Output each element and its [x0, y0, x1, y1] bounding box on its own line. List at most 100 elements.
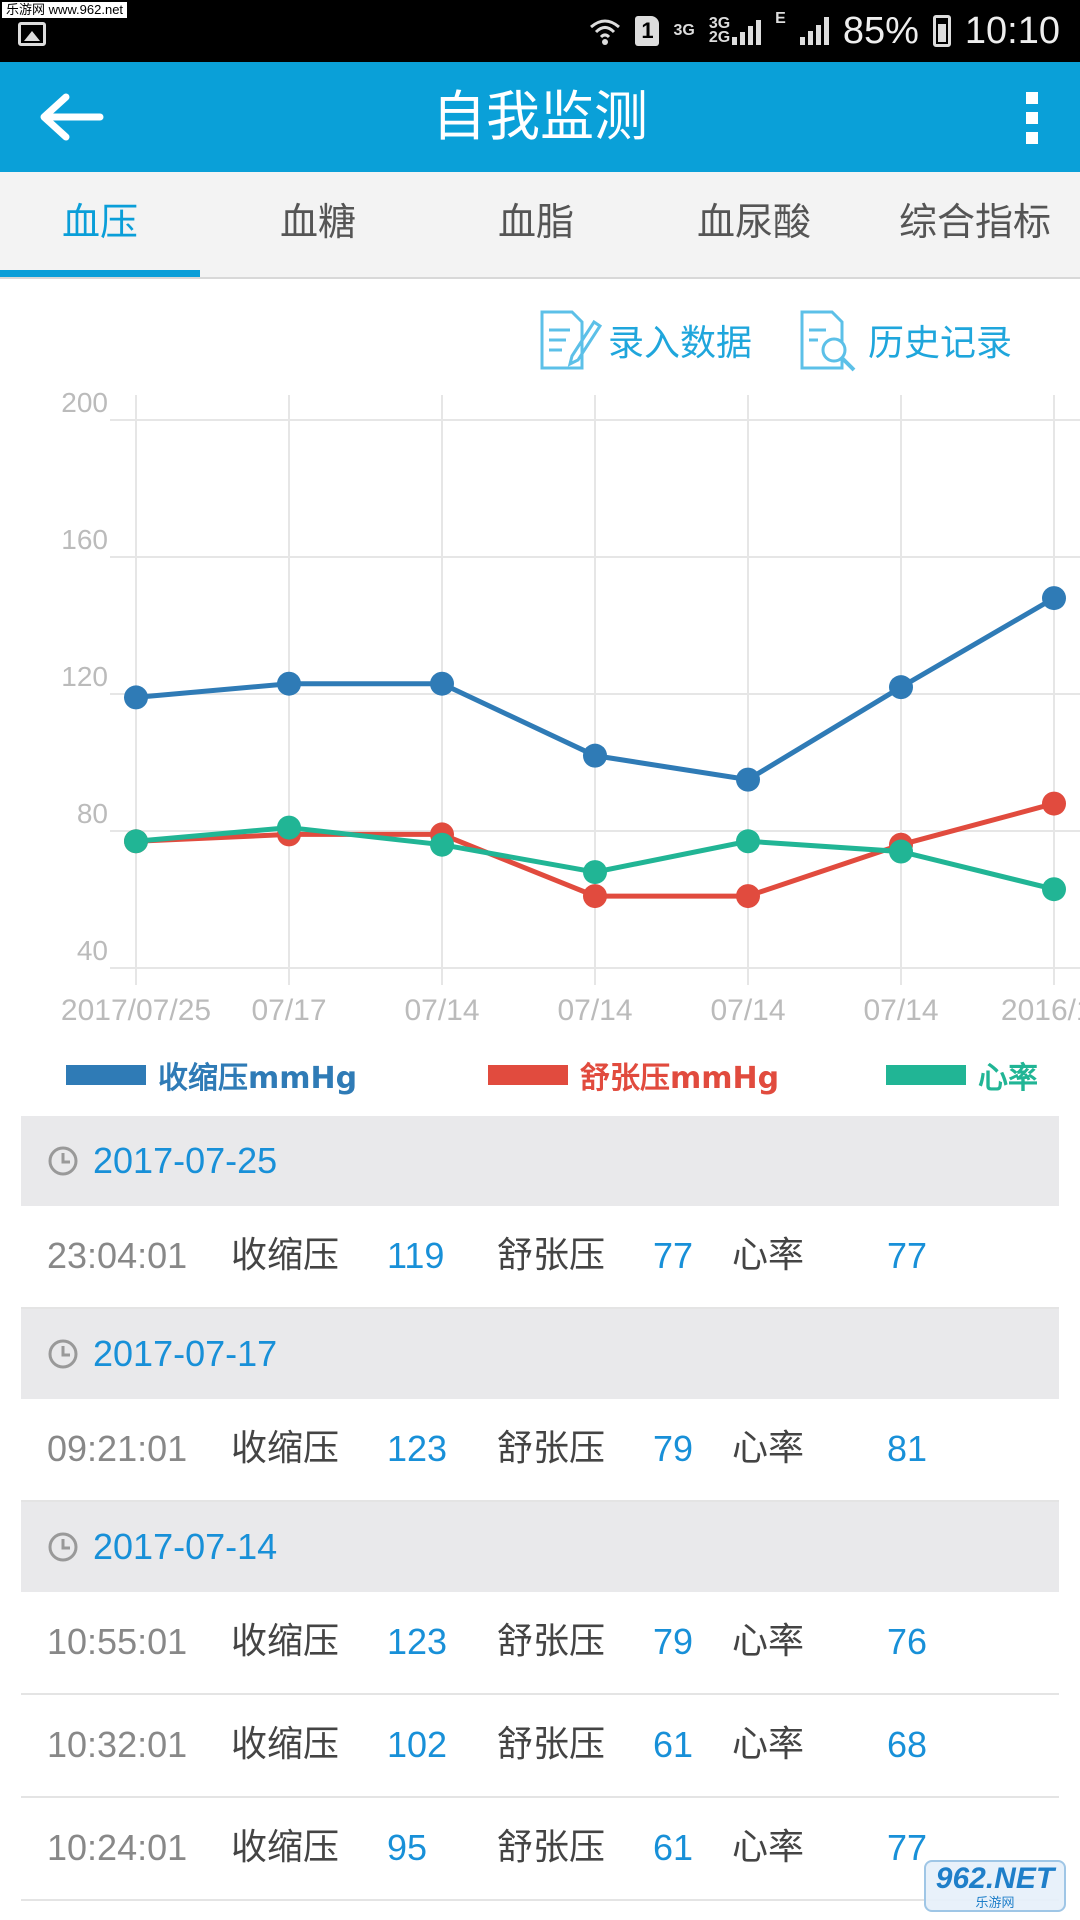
tab-blood-sugar[interactable]: 血糖 — [279, 200, 356, 244]
battery-percent: 85% — [842, 9, 919, 52]
blood-pressure-chart: 40 80 120 160 200 2017/07/25 07/17 07/14 07/14 07… — [61, 387, 1080, 1027]
tab-blood-lipid[interactable]: 血脂 — [497, 200, 574, 244]
legend-swatch-heart-rate — [886, 1065, 966, 1085]
site-logo: 962.NET 乐游网 — [924, 1860, 1066, 1912]
record-row[interactable]: 09:21:01 收缩压 123 舒张压 79 心率 81 — [21, 1399, 1059, 1502]
heart-rate-value: 81 — [887, 1428, 928, 1469]
network-e-label: E — [775, 10, 786, 27]
diastolic-label: 舒张压 — [497, 1827, 606, 1868]
clock: 10:10 — [964, 9, 1060, 52]
data-point-series-0 — [736, 767, 760, 792]
y-tick-label: 80 — [77, 798, 108, 829]
y-tick-label: 120 — [61, 661, 108, 692]
data-point-series-1 — [736, 884, 760, 909]
diastolic-value: 61 — [653, 1724, 694, 1765]
x-tick-label: 07/14 — [710, 994, 785, 1027]
data-point-series-2 — [277, 815, 301, 840]
more-vertical-icon[interactable] — [1024, 90, 1040, 146]
record-time: 09:21:01 — [47, 1428, 188, 1469]
diastolic-value: 61 — [653, 1827, 694, 1868]
history-button[interactable]: 历史记录 — [796, 300, 1012, 380]
data-point-series-0 — [889, 675, 913, 700]
arrow-left-icon[interactable] — [38, 92, 104, 142]
date-header: 2017-07-25 — [21, 1116, 1059, 1206]
systolic-value: 123 — [387, 1621, 448, 1662]
watermark-text: 乐游网 www.962.net — [2, 2, 128, 18]
heart-rate-value: 77 — [887, 1235, 928, 1276]
record-time: 10:32:01 — [47, 1724, 188, 1765]
record-list: 2017-07-25 23:04:01 收缩压 119 舒张压 77 心率 77… — [21, 1116, 1059, 1901]
date-label: 2017-07-14 — [93, 1526, 278, 1567]
record-row[interactable]: 10:32:01 收缩压 102 舒张压 61 心率 68 — [21, 1695, 1059, 1798]
record-time: 10:55:01 — [47, 1621, 188, 1662]
signal-bars-icon — [732, 17, 762, 45]
data-point-series-0 — [430, 671, 454, 696]
network-3g2g-bottom: 2G — [708, 29, 731, 46]
heart-rate-value: 76 — [887, 1621, 928, 1662]
y-tick-label: 160 — [61, 524, 108, 555]
network-3g-label: 3G — [673, 22, 695, 39]
record-row[interactable]: 10:55:01 收缩压 123 舒张压 79 心率 76 — [21, 1592, 1059, 1695]
data-point-series-1 — [1042, 791, 1066, 816]
diastolic-value: 79 — [653, 1621, 694, 1662]
clock-icon — [48, 1146, 78, 1176]
tab-blood-pressure[interactable]: 血压 — [61, 200, 138, 244]
y-tick-label: 40 — [77, 935, 108, 966]
data-point-series-0 — [277, 671, 301, 696]
edit-document-icon — [540, 310, 602, 370]
legend-swatch-systolic — [66, 1065, 146, 1085]
legend-item-heart-rate: 心率 — [886, 1054, 1038, 1096]
status-bar: 乐游网 www.962.net 1 3G 3G 2G E 85% 10 — [0, 0, 1080, 62]
heart-rate-value: 77 — [887, 1827, 928, 1868]
data-point-series-2 — [736, 829, 760, 854]
x-tick-label: 07/14 — [557, 994, 632, 1027]
signal-strength-icon — [799, 17, 829, 45]
heart-rate-label: 心率 — [732, 1724, 805, 1765]
enter-data-button[interactable]: 录入数据 — [536, 300, 752, 380]
diastolic-label: 舒张压 — [497, 1235, 606, 1276]
tab-bar: 血压 血糖 血脂 血尿酸 综合指标 — [0, 172, 1080, 279]
diastolic-value: 77 — [653, 1235, 694, 1276]
date-header: 2017-07-14 — [21, 1502, 1059, 1592]
legend-label-systolic: 收缩压mmHg — [158, 1061, 358, 1096]
site-logo-line2: 乐游网 — [975, 1895, 1015, 1910]
diastolic-value: 79 — [653, 1428, 694, 1469]
battery-icon — [932, 15, 951, 47]
sim-icon: 1 — [635, 16, 660, 46]
diastolic-label: 舒张压 — [497, 1428, 606, 1469]
systolic-value: 95 — [387, 1827, 428, 1868]
x-tick-label: 07/17 — [251, 994, 326, 1027]
legend-item-diastolic: 舒张压mmHg — [488, 1054, 779, 1096]
data-point-series-2 — [889, 839, 913, 864]
systolic-value: 123 — [387, 1428, 448, 1469]
systolic-label: 收缩压 — [231, 1428, 340, 1469]
y-tick-label: 200 — [61, 387, 108, 418]
record-row[interactable]: 23:04:01 收缩压 119 舒张压 77 心率 77 — [21, 1206, 1059, 1309]
heart-rate-value: 68 — [887, 1724, 928, 1765]
network-3g2g-top: 3G — [708, 15, 731, 32]
legend-swatch-diastolic — [488, 1065, 568, 1085]
app-bar: 自我监测 — [0, 62, 1080, 172]
data-point-series-0 — [124, 685, 148, 710]
data-point-series-2 — [430, 832, 454, 857]
clock-icon — [48, 1532, 78, 1562]
record-time: 10:24:01 — [47, 1827, 188, 1868]
status-icons: 1 3G 3G 2G E 85% 10:10 — [589, 0, 1060, 62]
systolic-label: 收缩压 — [231, 1235, 340, 1276]
clock-icon — [48, 1339, 78, 1369]
tab-overall-indicators[interactable]: 综合指标 — [898, 200, 1051, 244]
systolic-label: 收缩压 — [231, 1827, 340, 1868]
diastolic-label: 舒张压 — [497, 1724, 606, 1765]
data-point-series-2 — [583, 860, 607, 885]
heart-rate-label: 心率 — [732, 1428, 805, 1469]
systolic-label: 收缩压 — [231, 1724, 340, 1765]
data-point-series-1 — [583, 884, 607, 909]
systolic-label: 收缩压 — [231, 1621, 340, 1662]
page-title: 自我监测 — [432, 85, 648, 148]
tab-indicator — [0, 270, 200, 277]
tab-uric-acid[interactable]: 血尿酸 — [696, 200, 811, 244]
record-row[interactable]: 10:24:01 收缩压 95 舒张压 61 心率 77 — [21, 1798, 1059, 1901]
date-header: 2017-07-17 — [21, 1309, 1059, 1399]
network-3g2g-icon: 3G 2G — [708, 15, 762, 46]
